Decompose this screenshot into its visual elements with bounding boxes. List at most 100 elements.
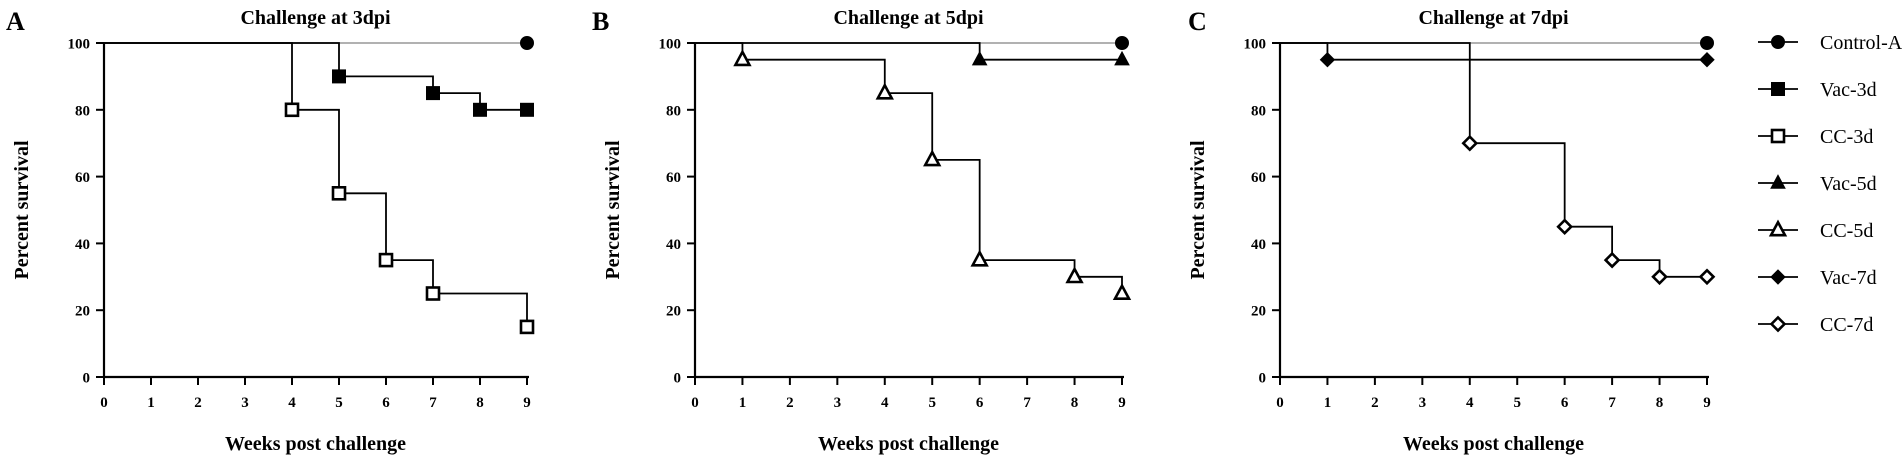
x-tick-label: 3 bbox=[1419, 395, 1427, 411]
data-point-cc-5d bbox=[1112, 282, 1132, 301]
series-line-cc-7d bbox=[1280, 42, 1707, 278]
y-tick-label: 80 bbox=[75, 103, 90, 119]
x-tick-label: 6 bbox=[382, 395, 390, 411]
data-point-cc-5d bbox=[970, 249, 989, 267]
data-point-vac-7d bbox=[1699, 51, 1715, 68]
x-tick-label: 0 bbox=[1276, 395, 1284, 411]
legend-item-cc-5d: CC-5d bbox=[1758, 219, 1873, 242]
x-axis-label: Weeks post challenge bbox=[1403, 433, 1584, 455]
x-tick-label: 6 bbox=[976, 395, 984, 411]
series-line-vac-7d bbox=[1280, 42, 1707, 61]
chart-panel-c: C Challenge at 7dpi 0 20 40 60 80 100 0 1 2 3 4 5 6 7 8 9… bbox=[1187, 7, 1716, 455]
x-tick-label: 1 bbox=[739, 395, 747, 411]
series-line-cc-5d bbox=[695, 42, 1123, 294]
legend-item-vac-5d: Vac-5d bbox=[1758, 173, 1877, 195]
x-tick-label: 2 bbox=[786, 395, 794, 411]
x-tick-label: 0 bbox=[691, 395, 699, 411]
data-point-vac-7d bbox=[1319, 51, 1336, 68]
y-tick-label: 60 bbox=[666, 170, 681, 186]
data-point-vac-3d bbox=[520, 102, 534, 117]
panel-letter: C bbox=[1188, 7, 1207, 36]
x-tick-label: 1 bbox=[1324, 395, 1332, 411]
x-tick-label: 2 bbox=[194, 395, 202, 411]
x-tick-label: 8 bbox=[476, 395, 484, 411]
y-axis-label: Percent survival bbox=[602, 140, 624, 279]
data-point-vac-5d bbox=[971, 50, 988, 66]
y-tick-label: 100 bbox=[68, 37, 91, 53]
legend-item-vac-3d: Vac-3d bbox=[1758, 79, 1877, 101]
data-point-control-a bbox=[1700, 36, 1714, 50]
x-tick-label: 4 bbox=[1466, 395, 1474, 411]
data-point-vac-3d bbox=[332, 69, 346, 84]
data-point-cc-7d bbox=[1461, 134, 1479, 152]
chart-panel-b: B Challenge at 5dpi 0 20 40 60 80 100 0 1 2 3 4 5 6 7 8 9… bbox=[592, 7, 1132, 455]
data-point-cc-5d bbox=[733, 49, 752, 67]
x-tick-label: 2 bbox=[1371, 395, 1379, 411]
x-tick-label: 4 bbox=[881, 395, 889, 411]
data-point-cc-5d bbox=[923, 149, 942, 167]
chart-panel-a: A Challenge at 3dpi 0 20 40 60 80 100 0 1 2 3 4 5 6 7 8 9… bbox=[6, 7, 535, 455]
legend-marker-vac-7d bbox=[1770, 269, 1786, 285]
data-point-vac-3d bbox=[473, 102, 487, 117]
y-tick-label: 20 bbox=[1251, 304, 1266, 320]
x-tick-label: 3 bbox=[241, 395, 249, 411]
x-tick-label: 7 bbox=[429, 395, 437, 411]
series-line-vac-5d bbox=[695, 42, 1122, 61]
data-point-cc-7d bbox=[1651, 268, 1668, 286]
legend-marker-vac-5d bbox=[1770, 174, 1786, 189]
x-tick-label: 5 bbox=[928, 395, 936, 411]
x-tick-label: 7 bbox=[1023, 395, 1031, 411]
x-tick-label: 6 bbox=[1561, 395, 1569, 411]
x-axis-label: Weeks post challenge bbox=[818, 433, 999, 455]
y-tick-label: 80 bbox=[1251, 103, 1266, 119]
x-tick-label: 4 bbox=[288, 395, 296, 411]
x-tick-label: 8 bbox=[1071, 395, 1079, 411]
legend-marker-cc-5d bbox=[1768, 219, 1788, 237]
y-axis-label: Percent survival bbox=[11, 140, 33, 279]
data-point-cc-7d bbox=[1603, 251, 1621, 269]
y-tick-label: 0 bbox=[83, 371, 91, 387]
legend-marker-cc-3d bbox=[1770, 128, 1786, 144]
y-axis-label: Percent survival bbox=[1187, 140, 1209, 279]
legend-label: CC-3d bbox=[1820, 126, 1873, 148]
y-tick-label: 60 bbox=[75, 170, 90, 186]
chart-title: Challenge at 7dpi bbox=[1418, 7, 1568, 29]
y-tick-label: 80 bbox=[666, 103, 681, 119]
x-tick-label: 1 bbox=[147, 395, 155, 411]
data-point-control-a bbox=[1115, 36, 1129, 50]
data-point-cc-3d bbox=[425, 286, 441, 301]
x-tick-label: 3 bbox=[834, 395, 842, 411]
data-point-cc-5d bbox=[1065, 266, 1084, 284]
data-point-cc-3d bbox=[378, 252, 394, 268]
chart-title: Challenge at 5dpi bbox=[833, 7, 983, 29]
y-tick-label: 40 bbox=[75, 237, 90, 253]
series-line-vac-3d bbox=[104, 42, 527, 111]
x-tick-label: 5 bbox=[1513, 395, 1521, 411]
chart-title: Challenge at 3dpi bbox=[240, 7, 390, 29]
legend: Control-A Vac-3d CC-3d Vac-5d CC-5d Vac-7d CC-… bbox=[1758, 32, 1902, 336]
data-point-control-a bbox=[520, 36, 534, 50]
x-tick-label: 5 bbox=[335, 395, 343, 411]
legend-item-cc-7d: CC-7d bbox=[1758, 314, 1873, 336]
legend-label: Vac-7d bbox=[1820, 267, 1877, 289]
data-point-cc-7d bbox=[1556, 218, 1574, 236]
data-point-vac-5d bbox=[1114, 50, 1130, 66]
y-tick-label: 20 bbox=[666, 304, 681, 320]
legend-label: Control-A bbox=[1820, 32, 1902, 54]
data-point-cc-5d bbox=[875, 82, 894, 100]
x-tick-label: 9 bbox=[523, 395, 531, 411]
legend-label: CC-5d bbox=[1820, 220, 1873, 242]
y-tick-label: 0 bbox=[674, 371, 682, 387]
panel-letter: B bbox=[592, 7, 609, 36]
y-tick-label: 100 bbox=[659, 37, 682, 53]
x-axis-label: Weeks post challenge bbox=[225, 433, 406, 455]
x-tick-label: 7 bbox=[1608, 395, 1616, 411]
series-line-cc-3d bbox=[104, 42, 528, 327]
legend-marker-vac-3d bbox=[1771, 82, 1785, 96]
legend-marker-cc-7d bbox=[1769, 315, 1787, 333]
x-tick-label: 9 bbox=[1118, 395, 1126, 411]
legend-item-vac-7d: Vac-7d bbox=[1758, 267, 1877, 289]
legend-label: Vac-5d bbox=[1820, 173, 1877, 195]
x-tick-label: 8 bbox=[1656, 395, 1664, 411]
